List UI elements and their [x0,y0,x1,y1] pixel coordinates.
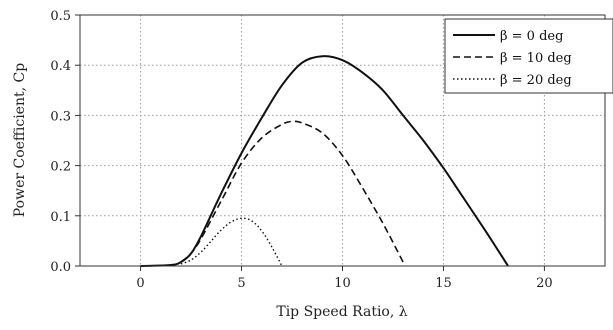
y-tick-label: 0.0 [50,260,71,275]
series-line-beta-20 [180,217,283,267]
x-tick-label: 0 [136,276,144,291]
axis-ticks [75,14,545,271]
legend-label: β = 0 deg [500,29,563,44]
y-tick-label: 0.1 [50,210,71,225]
y-tick-label: 0.2 [50,160,71,175]
legend: β = 0 deg β = 10 deg β = 20 deg [444,18,613,94]
y-axis-title: Power Coefficient, Cp [12,63,28,217]
legend-label: β = 20 deg [500,73,572,88]
x-tick-label: 10 [334,276,351,291]
y-tick-label: 0.4 [50,59,71,74]
x-tick-label: 15 [435,276,452,291]
y-tick-labels: 0.0 0.1 0.2 0.3 0.4 0.5 [50,9,71,275]
y-tick-label: 0.3 [50,109,71,124]
series-lines [140,55,509,267]
x-axis-title: Tip Speed Ratio, λ [276,304,407,320]
x-tick-label: 20 [536,276,553,291]
y-tick-label: 0.5 [50,9,71,24]
x-tick-label: 5 [237,276,245,291]
series-line-beta-10 [180,120,406,267]
legend-label: β = 10 deg [500,51,572,66]
x-tick-labels: 0 5 10 15 20 [136,276,552,291]
legend-box [444,18,613,94]
